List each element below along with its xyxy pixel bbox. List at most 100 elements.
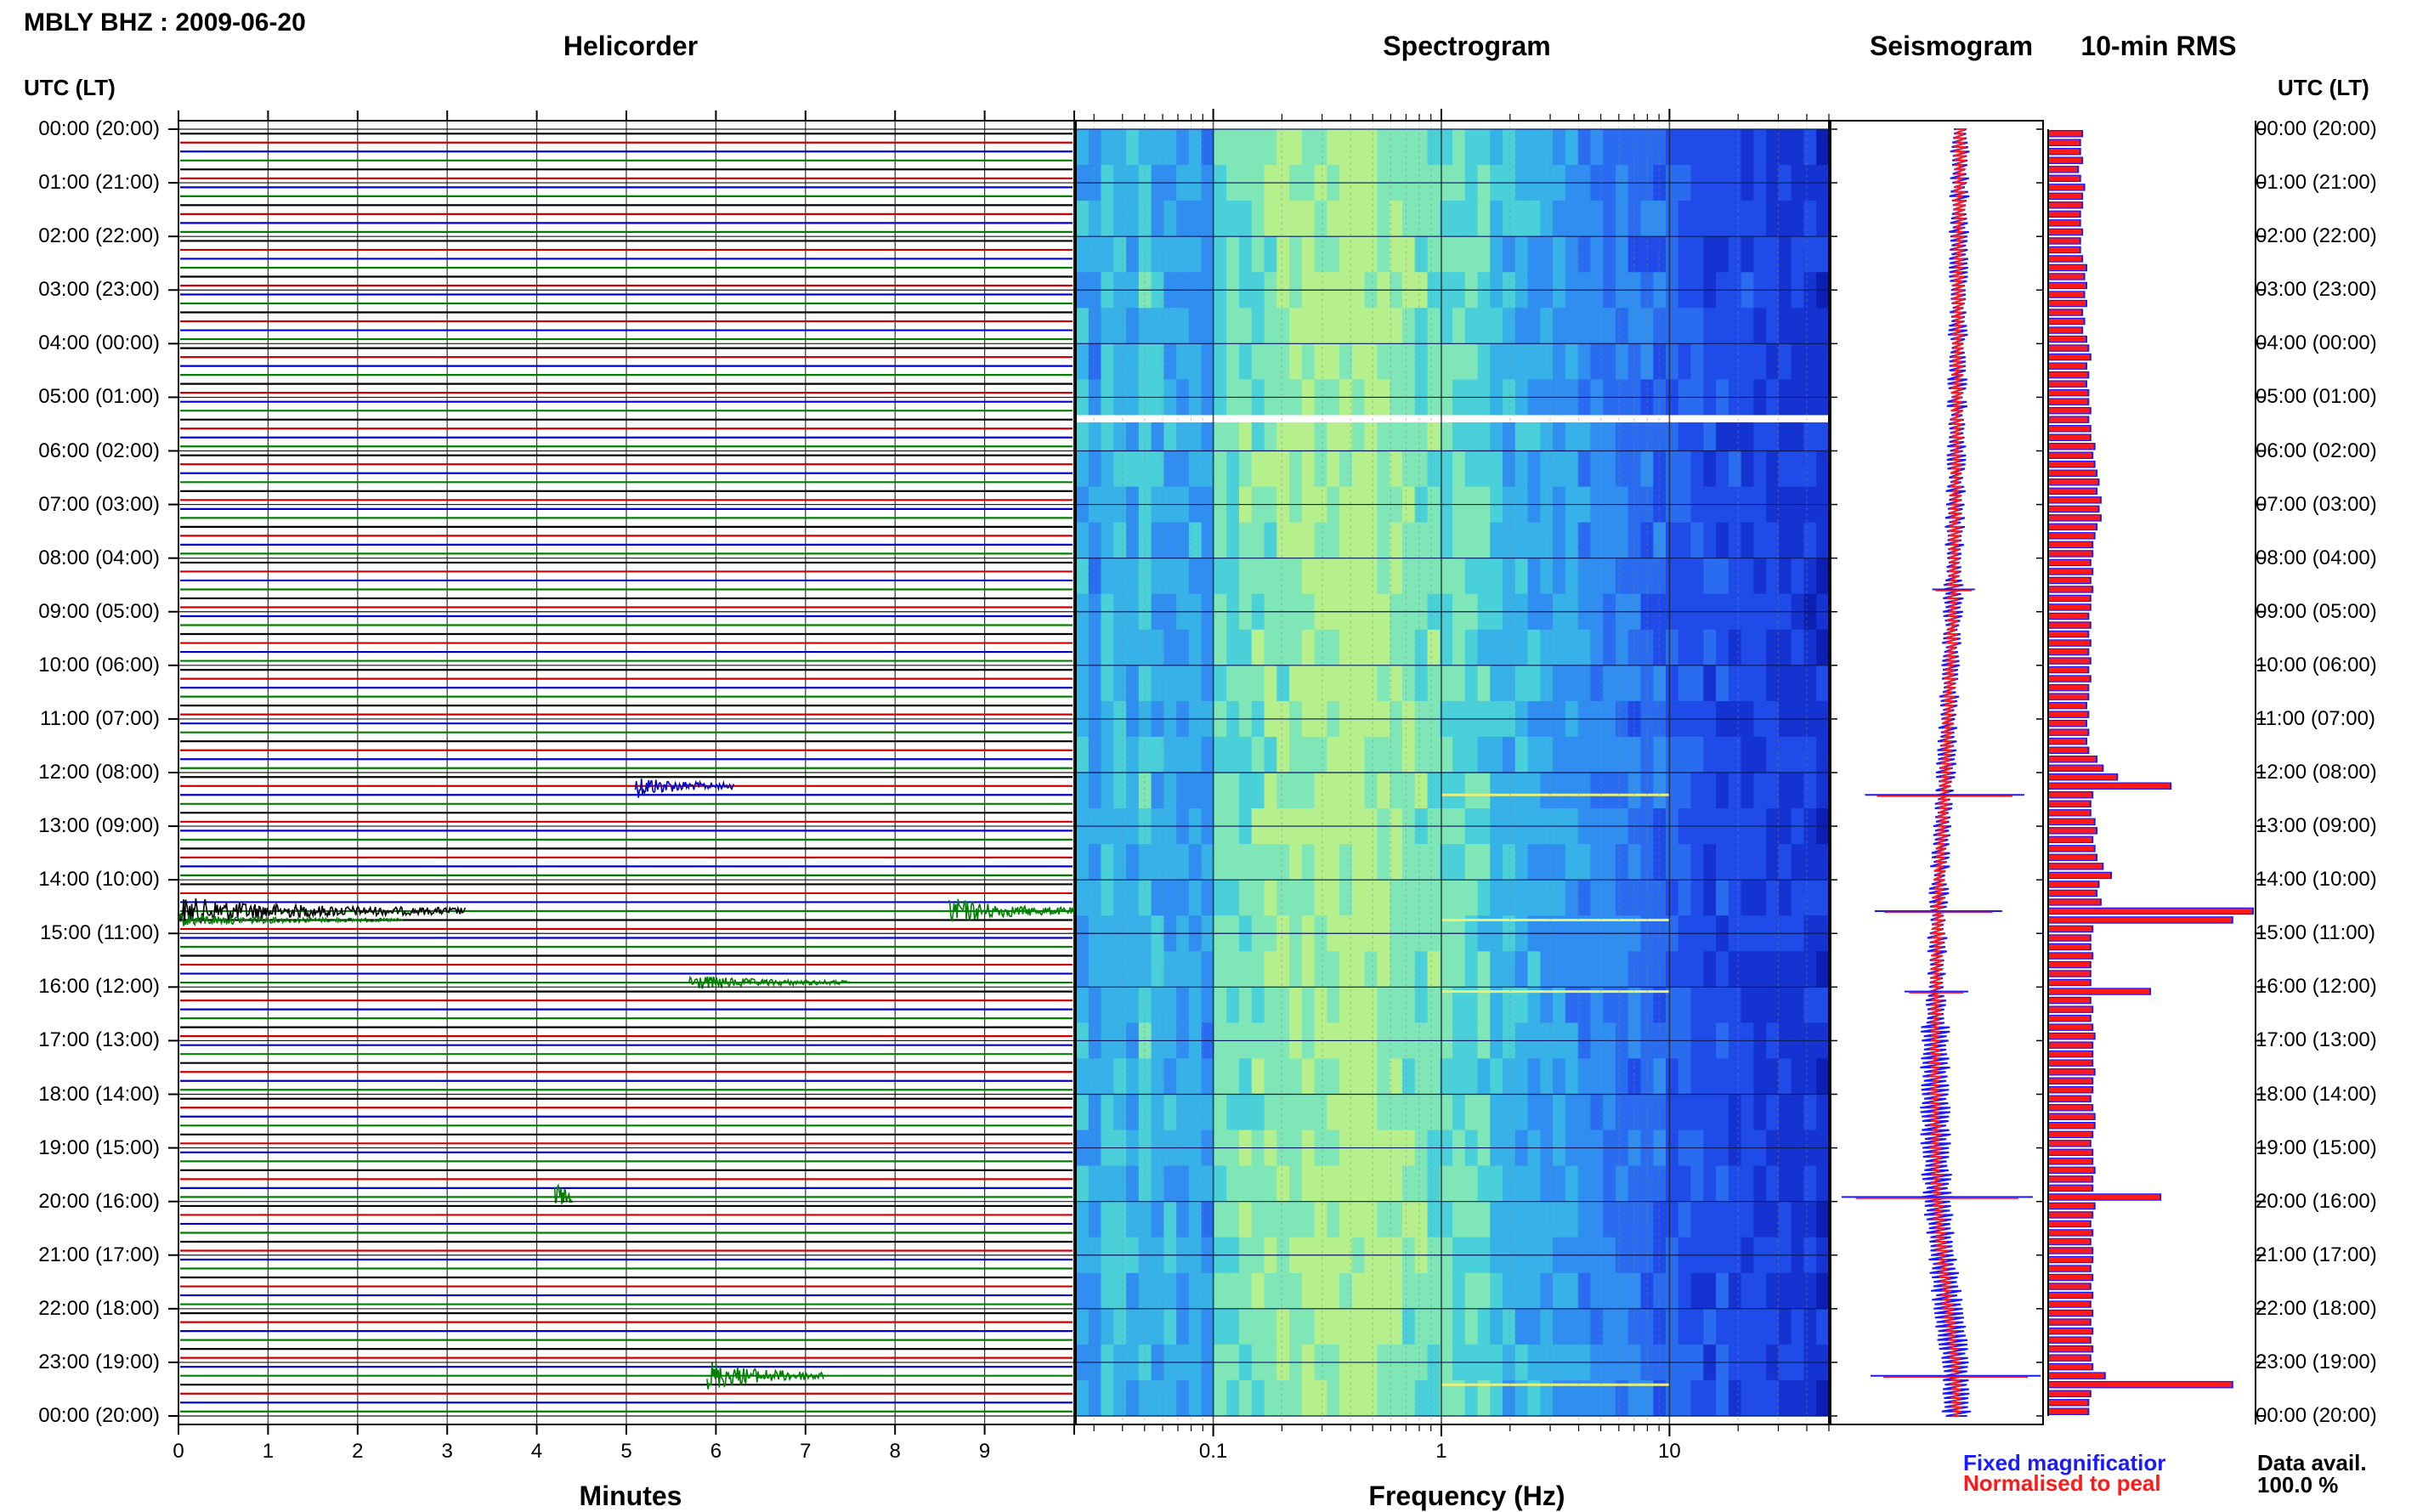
spectrogram-cell — [1390, 236, 1403, 273]
spectrogram-cell — [1565, 665, 1579, 702]
spectrogram-cell — [1816, 1094, 1830, 1131]
spectrogram-cell — [1452, 1379, 1466, 1417]
spectrogram-cell — [1678, 1379, 1692, 1417]
rms-bar-normalised — [2048, 541, 2092, 547]
spectrogram-cell — [1401, 629, 1416, 666]
spectrogram-cell — [1741, 736, 1754, 773]
spectrogram-cell — [1364, 844, 1378, 881]
spectrogram-cell — [1414, 450, 1429, 488]
rms-bar-normalised — [2048, 810, 2090, 816]
time-label-left: 23:00 (19:00) — [38, 1350, 160, 1373]
rms-bar-normalised — [2048, 658, 2090, 664]
spectrogram-cell — [1427, 665, 1441, 702]
spectrogram-cell — [1214, 665, 1227, 702]
time-label-left: 20:00 (16:00) — [38, 1189, 160, 1213]
spectrogram-cell — [1239, 1201, 1253, 1238]
spectrogram-cell — [1527, 129, 1541, 166]
spectrogram-cell — [1627, 201, 1642, 237]
spectrogram-cell — [1327, 558, 1340, 595]
spectrogram-cell — [1678, 1094, 1692, 1131]
spectrogram-cell — [1690, 951, 1704, 988]
rms-bar-normalised — [2048, 515, 2100, 521]
spectrogram-cell — [1327, 201, 1340, 237]
time-label-left: 11:00 (07:00) — [40, 706, 160, 730]
rms-bar-normalised — [2048, 139, 2080, 145]
spectrogram-cell — [1289, 736, 1303, 773]
spectrogram-cell — [1401, 880, 1416, 916]
spectrogram-cell — [1126, 236, 1140, 273]
spectrogram-cell — [1226, 1379, 1240, 1417]
spectrogram-cell — [1390, 736, 1403, 773]
spectrogram-cell — [1766, 844, 1780, 881]
spectrogram-cell — [1163, 736, 1177, 773]
spectrogram-cell — [1627, 987, 1642, 1023]
spectrogram-cell — [1728, 343, 1742, 380]
spectrogram-cell — [1214, 558, 1227, 595]
spectrogram-cell — [1666, 736, 1679, 773]
spectrogram-cell — [1766, 880, 1780, 916]
spectrogram-cell — [1791, 450, 1805, 488]
spectrogram-cell — [1678, 665, 1692, 702]
rms-bar-normalised — [2048, 980, 2090, 986]
spectrogram-cell — [1339, 1058, 1353, 1096]
rms-bar-normalised — [2048, 1328, 2092, 1334]
time-label-right: 01:00 (21:00) — [2256, 171, 2377, 195]
spectrogram-cell — [1251, 129, 1265, 166]
spectrogram-cell — [1553, 415, 1566, 452]
spectrogram-cell — [1427, 844, 1441, 881]
rms-bar-normalised — [2048, 1051, 2092, 1057]
spectrogram-cell — [1188, 558, 1203, 595]
spectrogram-cell — [1301, 987, 1316, 1023]
spectrogram-cell — [1791, 665, 1805, 702]
spectrogram-cell — [1766, 629, 1780, 666]
spectrogram-cell — [1251, 1094, 1265, 1131]
spectrogram-cell — [1188, 308, 1203, 344]
spectrogram-cell — [1251, 844, 1265, 881]
spectrogram-cell — [1276, 522, 1290, 559]
spectrogram-cell — [1640, 1272, 1654, 1310]
spectrogram-cell — [1151, 522, 1164, 559]
spectrogram-cell — [1603, 308, 1616, 344]
spectrogram-cell — [1226, 450, 1240, 488]
spectrogram-cell — [1289, 1201, 1303, 1238]
spectrogram-cell — [1088, 1272, 1102, 1310]
spectrogram-cell — [1364, 987, 1378, 1023]
rms-bar-normalised — [2048, 506, 2098, 512]
spectrogram-cell — [1540, 1165, 1554, 1203]
spectrogram-cell — [1603, 951, 1616, 988]
spectrogram-cell — [1477, 415, 1491, 452]
spectrogram-cell — [1503, 987, 1516, 1023]
spectrogram-cell — [1527, 236, 1541, 273]
time-label-right: 00:00 (20:00) — [2256, 1404, 2377, 1427]
spectrogram-cell — [1351, 951, 1366, 988]
spectrogram-cell — [1239, 129, 1253, 166]
spectrogram-cell — [1188, 1058, 1203, 1096]
spectrogram-cell — [1414, 522, 1429, 559]
rms-bar-normalised — [2048, 354, 2090, 360]
spectrogram-cell — [1076, 951, 1090, 988]
rms-bar-normalised — [2048, 739, 2086, 745]
spectrogram-cell — [1401, 201, 1416, 237]
spectrogram-cell — [1565, 1094, 1579, 1131]
spectrogram-cell — [1264, 880, 1277, 916]
time-label-left: 22:00 (18:00) — [38, 1296, 160, 1320]
spectrogram-cell — [1490, 522, 1503, 559]
spectrogram-cell — [1616, 201, 1629, 237]
spectrogram-cell — [1577, 1308, 1592, 1345]
spectrogram-cell — [1653, 129, 1667, 166]
spectrogram-cell — [1076, 1058, 1090, 1096]
spectrogram-cell — [1276, 629, 1290, 666]
spectrogram-cell — [1816, 415, 1830, 452]
spectrogram-cell — [1477, 844, 1491, 881]
spectrogram-cell — [1301, 880, 1316, 916]
spectrogram-cell — [1577, 1094, 1592, 1131]
spectrogram-cell — [1627, 308, 1642, 344]
spectrogram-cell — [1778, 201, 1792, 237]
spectrogram-cell — [1113, 415, 1127, 452]
spectrogram-cell — [1666, 201, 1679, 237]
spectrogram-cell — [1088, 450, 1102, 488]
spectrogram-cell — [1327, 1201, 1340, 1238]
spectrogram-cell — [1176, 665, 1190, 702]
spectrogram-cell — [1138, 308, 1152, 344]
time-label-right: 22:00 (18:00) — [2256, 1296, 2377, 1320]
